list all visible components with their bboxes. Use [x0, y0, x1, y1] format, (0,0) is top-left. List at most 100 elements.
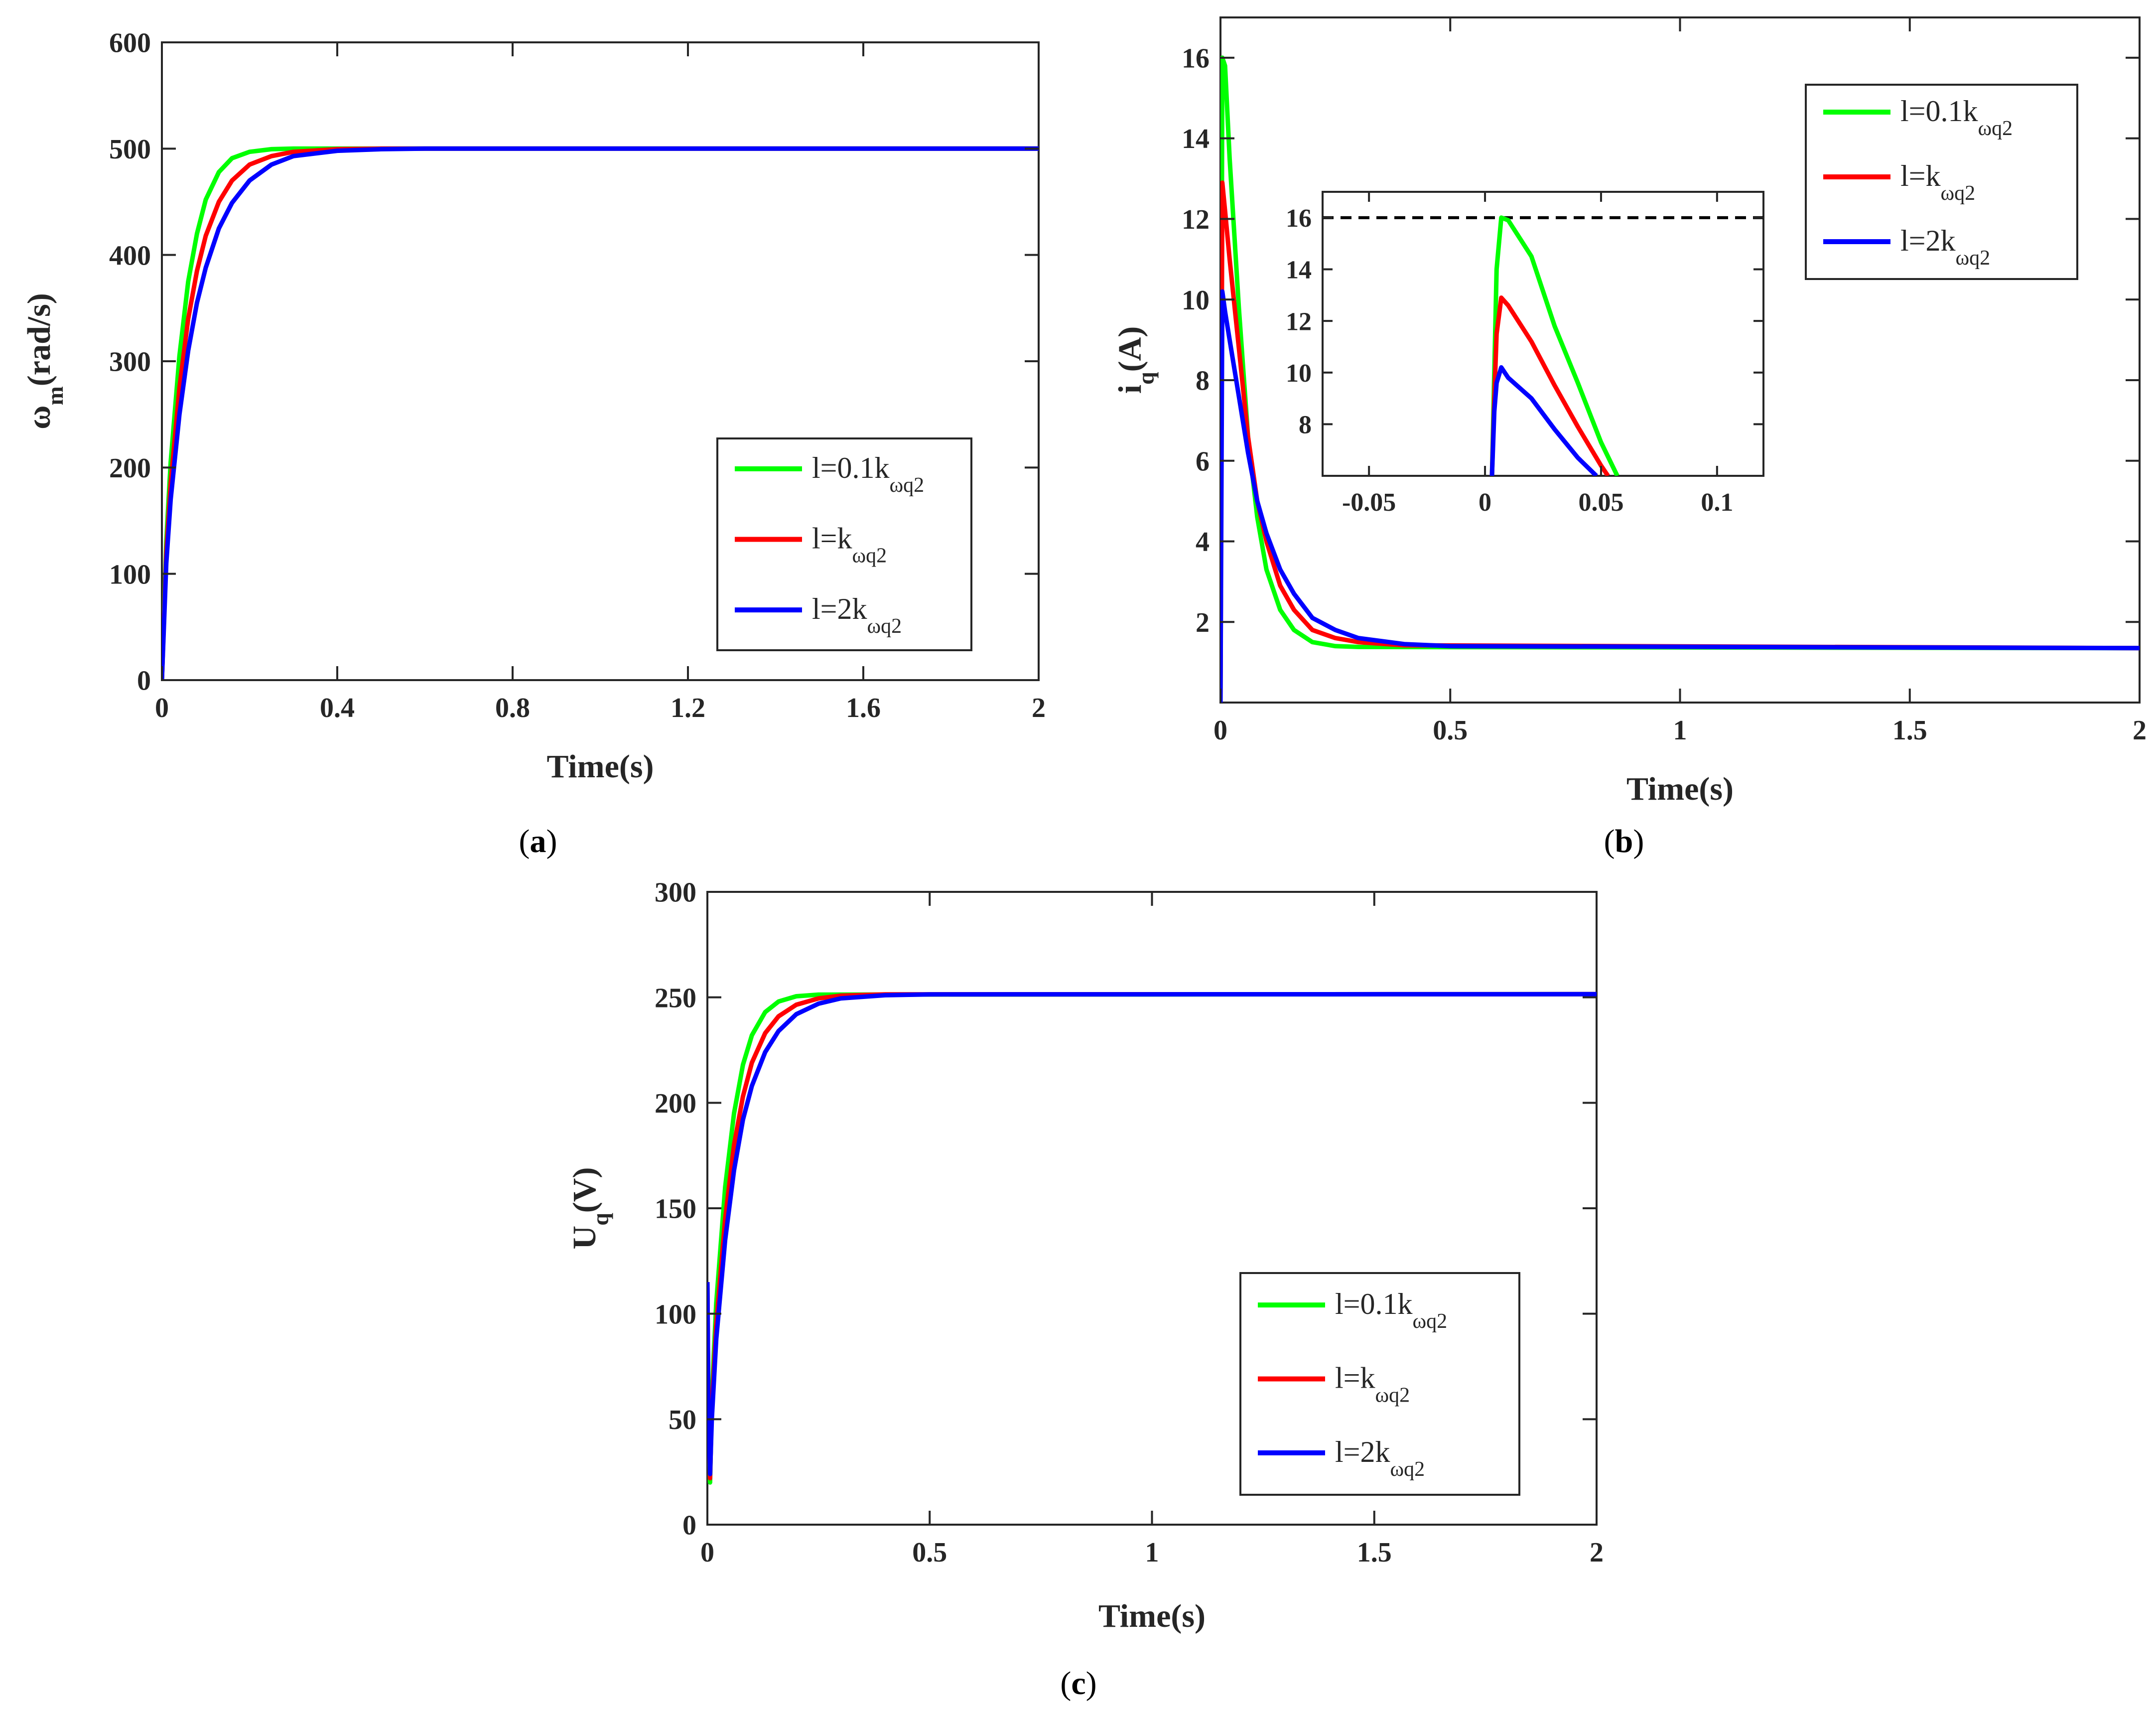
- chart-a-legend-label-main-2: l=2k: [812, 592, 867, 625]
- chart-a-ytick-label-1: 100: [109, 559, 151, 590]
- chart-b-ytick-label-3: 8: [1196, 366, 1210, 397]
- chart-a-ytick-label-3: 300: [109, 347, 151, 378]
- chart-b-inset-ytick-label-4: 16: [1286, 204, 1312, 233]
- chart-c-legend-label-sub-0: ωq2: [1413, 1310, 1448, 1333]
- chart-a-xtick-label-0: 0: [155, 693, 169, 723]
- chart-b-inset-ytick-label-3: 14: [1286, 256, 1312, 285]
- chart-b-legend-label-sub-0: ωq2: [1978, 117, 2013, 140]
- chart-b-legend-label-0: l=0.1kωq2: [1900, 95, 2013, 140]
- chart-c-ylabel-symbol: U: [566, 1226, 603, 1250]
- chart-a-ylabel: ωm(rad/s): [21, 293, 68, 429]
- chart-c-ytick-label-2: 100: [655, 1299, 696, 1330]
- chart-c-xtick-label-3: 1.5: [1357, 1537, 1392, 1568]
- chart-a-caption-letter: a: [530, 823, 546, 859]
- chart-c-xlabel: Time(s): [1098, 1598, 1206, 1634]
- chart-b-ytick-label-7: 16: [1182, 43, 1210, 74]
- chart-b-xtick-label-1: 0.5: [1433, 715, 1468, 746]
- chart-a-ylabel-unit: (rad/s): [21, 293, 57, 386]
- chart-c-legend-box: [1239, 1272, 1520, 1496]
- chart-b-series-line-1: [1220, 180, 2140, 703]
- chart-a-ylabel-subscript: m: [42, 386, 68, 405]
- chart-b-caption-close: ): [1633, 823, 1644, 859]
- chart-a-legend-label-main-0: l=0.1k: [812, 451, 890, 484]
- chart-b-legend-label-1: l=kωq2: [1900, 159, 1975, 205]
- chart-a-xtick-label-1: 0.4: [320, 693, 355, 723]
- chart-c-ytick-label-5: 250: [655, 983, 696, 1013]
- chart-b-caption: (b): [1604, 823, 1644, 859]
- chart-a-series-line-2: [162, 146, 1039, 680]
- chart-b-ytick-label-6: 14: [1182, 124, 1210, 154]
- chart-b-ytick-label-1: 4: [1196, 527, 1210, 558]
- chart-c-legend-label-2: l=2kωq2: [1335, 1435, 1425, 1481]
- chart-b-caption-open: (: [1604, 823, 1615, 859]
- chart-c-xtick-label-0: 0: [700, 1537, 714, 1568]
- chart-b-ytick-label-2: 6: [1196, 446, 1210, 477]
- chart-b-legend-label-sub-1: ωq2: [1941, 182, 1976, 205]
- chart-b-inset-xtick-label-0: -0.05: [1342, 488, 1396, 517]
- chart-a-caption: (a): [519, 823, 557, 859]
- chart-b-ytick-label-0: 2: [1196, 607, 1210, 638]
- chart-b-xtick-label-3: 1.5: [1892, 715, 1927, 746]
- chart-b-inset-ytick-label-0: 8: [1299, 411, 1312, 439]
- chart-b-ytick-label-5: 12: [1182, 204, 1210, 235]
- chart-a-legend-label-sub-1: ωq2: [852, 545, 887, 568]
- chart-a-xtick-label-2: 0.8: [495, 693, 530, 723]
- chart-b-legend-label-main-2: l=2k: [1900, 224, 1956, 257]
- chart-c-xtick-label-1: 0.5: [912, 1537, 947, 1568]
- chart-c-legend-label-1: l=kωq2: [1335, 1362, 1410, 1407]
- chart-b-inset-plot-area: [1322, 191, 1764, 477]
- chart-c-ylabel-unit: (V): [566, 1167, 603, 1213]
- chart-c-legend-label-main-2: l=2k: [1335, 1435, 1390, 1468]
- chart-b-xtick-label-0: 0: [1213, 715, 1227, 746]
- chart-b-inset-xtick-label-3: 0.1: [1701, 488, 1733, 517]
- chart-a-ytick-label-2: 200: [109, 453, 151, 484]
- chart-a-xtick-label-3: 1.2: [671, 693, 705, 723]
- chart-b-series-line-0: [1220, 55, 2140, 703]
- chart-c-legend-label-0: l=0.1kωq2: [1335, 1287, 1447, 1333]
- chart-a-xlabel: Time(s): [546, 748, 654, 785]
- chart-a-caption-open: (: [519, 823, 530, 859]
- chart-a-caption-close: ): [546, 823, 557, 859]
- chart-a-ytick-label-0: 0: [137, 666, 151, 697]
- chart-b-xtick-label-2: 1: [1673, 715, 1687, 746]
- chart-c-legend-label-main-1: l=k: [1335, 1362, 1375, 1395]
- chart-c-caption-open: (: [1060, 1665, 1071, 1702]
- chart-a-legend-label-main-1: l=k: [812, 522, 852, 555]
- chart-c-caption-letter: c: [1071, 1665, 1085, 1702]
- chart-c-ytick-label-3: 150: [655, 1194, 696, 1225]
- chart-a-xtick-label-4: 1.6: [846, 693, 881, 723]
- chart-a-legend-label-sub-2: ωq2: [867, 615, 902, 638]
- chart-a-ytick-label-6: 600: [109, 28, 151, 59]
- chart-b-legend-label-main-0: l=0.1k: [1900, 95, 1978, 128]
- chart-a-legend-label-sub-0: ωq2: [890, 474, 925, 497]
- chart-c-ytick-label-6: 300: [655, 877, 696, 908]
- chart-c-xtick-label-4: 2: [1590, 1537, 1604, 1568]
- chart-c-ytick-label-1: 50: [669, 1405, 696, 1435]
- chart-b-legend-label-main-1: l=k: [1900, 159, 1941, 192]
- chart-b-xtick-label-4: 2: [2133, 715, 2147, 746]
- chart-b-caption-letter: b: [1615, 823, 1633, 859]
- chart-c-legend-label-sub-2: ωq2: [1390, 1458, 1425, 1481]
- chart-a-ytick-label-5: 500: [109, 134, 151, 165]
- chart-b-xlabel: Time(s): [1626, 771, 1734, 807]
- chart-b-legend-label-sub-2: ωq2: [1956, 247, 1991, 270]
- chart-b-inset-series-line-0: [1489, 215, 1619, 476]
- chart-a-ylabel-symbol: ω: [21, 406, 57, 429]
- chart-b-inset-ytick-label-2: 12: [1286, 307, 1312, 336]
- chart-c-legend-label-main-0: l=0.1k: [1335, 1287, 1413, 1320]
- chart-c-ylabel: Uq(V): [566, 1167, 613, 1250]
- chart-a-legend-label-0: l=0.1kωq2: [812, 451, 924, 497]
- chart-b-ytick-label-4: 10: [1182, 285, 1210, 316]
- chart-a-legend-label-2: l=2kωq2: [812, 592, 902, 638]
- chart-c-series-line-2: [707, 992, 1597, 1476]
- chart-c-ylabel-subscript: q: [588, 1213, 613, 1226]
- chart-c-ytick-label-4: 200: [655, 1088, 696, 1119]
- chart-c-caption: (c): [1060, 1665, 1096, 1702]
- chart-a-ytick-label-4: 400: [109, 240, 151, 271]
- chart-b-legend-box: [1805, 84, 2078, 280]
- chart-c-ytick-label-0: 0: [682, 1510, 696, 1541]
- chart-b-ylabel-unit: (A): [1112, 326, 1148, 372]
- chart-b-inset-ytick-label-1: 10: [1286, 359, 1312, 388]
- chart-c-caption-close: ): [1086, 1665, 1097, 1702]
